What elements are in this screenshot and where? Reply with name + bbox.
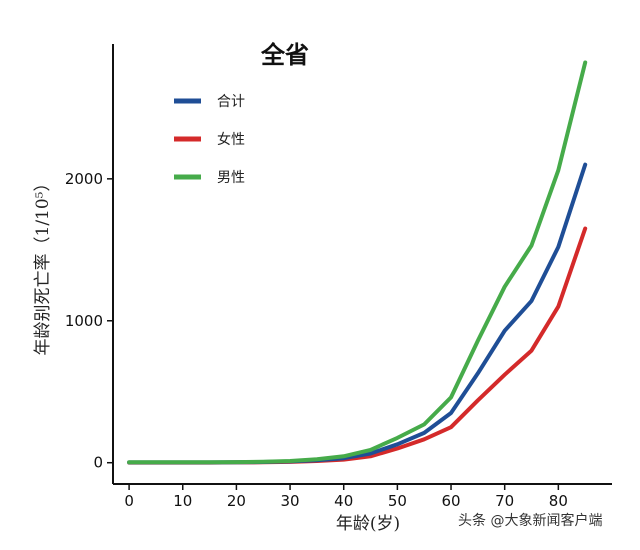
x-tick-label: 70 [495,492,514,510]
legend-label: 合计 [217,94,245,110]
y-axis-title: 年龄别死亡率（1/10⁵） [33,175,53,356]
legend-label: 男性 [217,170,245,186]
series-line-2 [127,226,588,465]
x-tick-label: 40 [334,492,353,510]
y-tick-label: 0 [93,454,103,472]
x-tick-label: 60 [441,492,460,510]
x-tick-label: 80 [549,492,568,510]
series-layer [127,60,588,465]
y-tick-label: 2000 [65,170,103,188]
x-axis-title: 年龄(岁) [336,514,400,534]
series-line-1 [127,162,588,465]
series-line-3 [127,60,588,465]
x-tick-label: 0 [124,492,134,510]
x-tick-label: 20 [227,492,246,510]
legend-label: 女性 [217,131,245,148]
chart-title: 全省 [260,41,309,69]
x-tick-label: 30 [281,492,300,510]
x-tick-label: 10 [173,492,192,510]
x-tick-label: 50 [388,492,407,510]
axes: 0 10 20 30 40 50 60 70 80 0 1000 2000 [65,44,612,510]
watermark: 头条 @大象新闻客户端 [458,513,603,529]
y-tick-label: 1000 [65,312,103,330]
